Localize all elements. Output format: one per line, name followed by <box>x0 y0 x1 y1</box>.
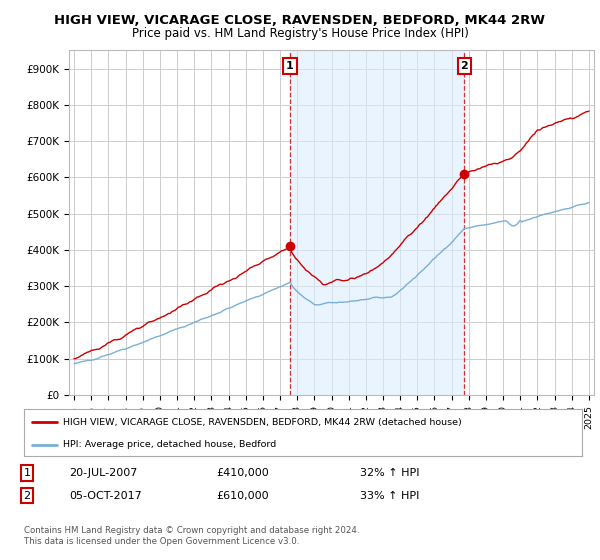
Text: £410,000: £410,000 <box>216 468 269 478</box>
Text: 1: 1 <box>286 60 294 71</box>
Text: HPI: Average price, detached house, Bedford: HPI: Average price, detached house, Bedf… <box>63 440 277 449</box>
Text: 2: 2 <box>23 491 31 501</box>
Text: Contains HM Land Registry data © Crown copyright and database right 2024.
This d: Contains HM Land Registry data © Crown c… <box>24 526 359 546</box>
Text: 32% ↑ HPI: 32% ↑ HPI <box>360 468 419 478</box>
Text: 1: 1 <box>23 468 31 478</box>
Text: HIGH VIEW, VICARAGE CLOSE, RAVENSDEN, BEDFORD, MK44 2RW (detached house): HIGH VIEW, VICARAGE CLOSE, RAVENSDEN, BE… <box>63 418 462 427</box>
Text: 20-JUL-2007: 20-JUL-2007 <box>69 468 137 478</box>
Text: 33% ↑ HPI: 33% ↑ HPI <box>360 491 419 501</box>
Text: 05-OCT-2017: 05-OCT-2017 <box>69 491 142 501</box>
Text: 2: 2 <box>461 60 469 71</box>
Text: Price paid vs. HM Land Registry's House Price Index (HPI): Price paid vs. HM Land Registry's House … <box>131 27 469 40</box>
Text: £610,000: £610,000 <box>216 491 269 501</box>
Text: HIGH VIEW, VICARAGE CLOSE, RAVENSDEN, BEDFORD, MK44 2RW: HIGH VIEW, VICARAGE CLOSE, RAVENSDEN, BE… <box>55 14 545 27</box>
